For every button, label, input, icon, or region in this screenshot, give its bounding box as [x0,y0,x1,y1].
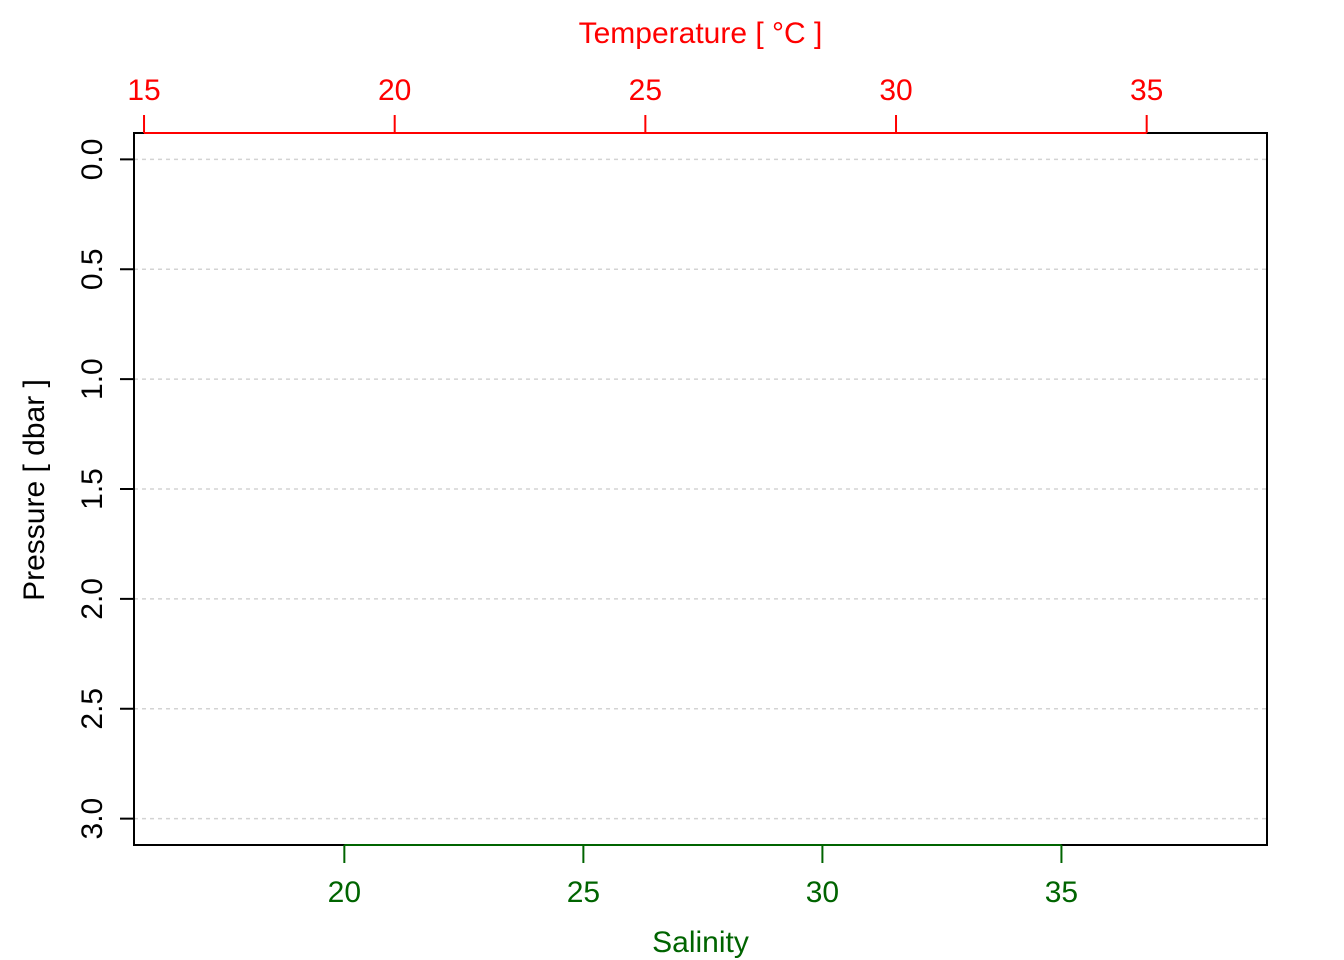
pressure-tick-label: 2.0 [76,578,109,620]
pressure-tick-label: 2.5 [76,688,109,730]
temperature-axis-title: Temperature [ °C ] [579,17,823,50]
salinity-axis-title: Salinity [652,926,749,959]
pressure-tick-label: 0.0 [76,139,109,181]
pressure-tick-label: 3.0 [76,798,109,840]
pressure-tick-label: 0.5 [76,248,109,290]
temperature-tick-label: 25 [629,74,662,107]
pressure-tick-label: 1.0 [76,358,109,400]
pressure-tick-label: 1.5 [76,468,109,510]
salinity-tick-label: 25 [567,876,600,909]
temperature-tick-label: 20 [378,74,411,107]
grid-lines [134,158,1267,820]
temperature-tick-label: 30 [879,74,912,107]
temperature-axis: 15 20 25 30 35 [127,74,1163,134]
salinity-tick-label: 35 [1045,876,1078,909]
salinity-tick-label: 30 [806,876,839,909]
pressure-axis-title: Pressure [ dbar ] [18,379,51,601]
pressure-axis: 0.0 0.5 1.0 1.5 2.0 2.5 3.0 [76,139,135,840]
salinity-tick-label: 20 [328,876,361,909]
temperature-tick-label: 15 [127,74,160,107]
temperature-tick-label: 35 [1130,74,1163,107]
salinity-axis: 20 25 30 35 [328,844,1078,909]
